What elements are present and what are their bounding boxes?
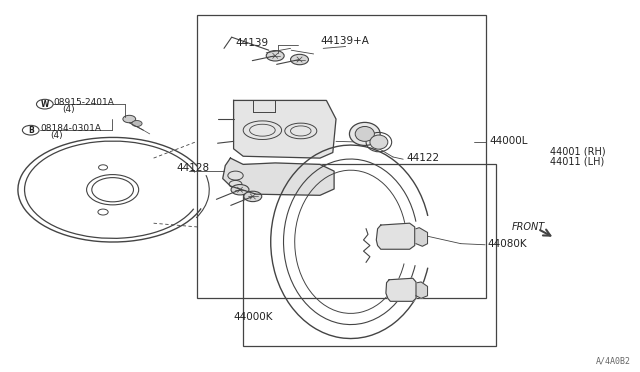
Polygon shape <box>234 100 336 158</box>
Text: 44001 (RH): 44001 (RH) <box>550 147 606 157</box>
Circle shape <box>291 54 308 65</box>
Text: 08184-0301A: 08184-0301A <box>40 124 101 133</box>
Polygon shape <box>416 228 428 246</box>
Circle shape <box>266 51 284 61</box>
Circle shape <box>132 121 142 126</box>
Text: 44122: 44122 <box>406 153 440 163</box>
Circle shape <box>22 125 39 135</box>
Circle shape <box>36 99 53 109</box>
Text: 44011 (LH): 44011 (LH) <box>550 157 605 167</box>
Text: 44000L: 44000L <box>490 137 528 146</box>
Bar <box>243 164 496 346</box>
Polygon shape <box>386 278 416 301</box>
Ellipse shape <box>370 135 388 149</box>
Bar <box>197 15 486 298</box>
Circle shape <box>244 191 262 202</box>
Text: 44080K: 44080K <box>488 239 527 248</box>
Ellipse shape <box>355 126 374 141</box>
Circle shape <box>231 185 249 195</box>
Text: 44128: 44128 <box>176 163 209 173</box>
Polygon shape <box>416 282 428 298</box>
Text: 44139: 44139 <box>236 38 269 48</box>
Text: 44139+A: 44139+A <box>320 36 369 46</box>
Text: 44000K: 44000K <box>234 312 273 322</box>
Text: FRONT: FRONT <box>512 222 545 232</box>
Polygon shape <box>376 223 415 249</box>
Text: A/4A0B2: A/4A0B2 <box>595 356 630 365</box>
Text: W: W <box>40 100 49 109</box>
Text: 08915-2401A: 08915-2401A <box>53 98 114 107</box>
Text: (4): (4) <box>63 105 76 114</box>
Ellipse shape <box>349 122 380 145</box>
Circle shape <box>123 115 136 123</box>
Text: B: B <box>28 126 33 135</box>
Polygon shape <box>223 158 334 195</box>
Text: (4): (4) <box>50 131 63 140</box>
